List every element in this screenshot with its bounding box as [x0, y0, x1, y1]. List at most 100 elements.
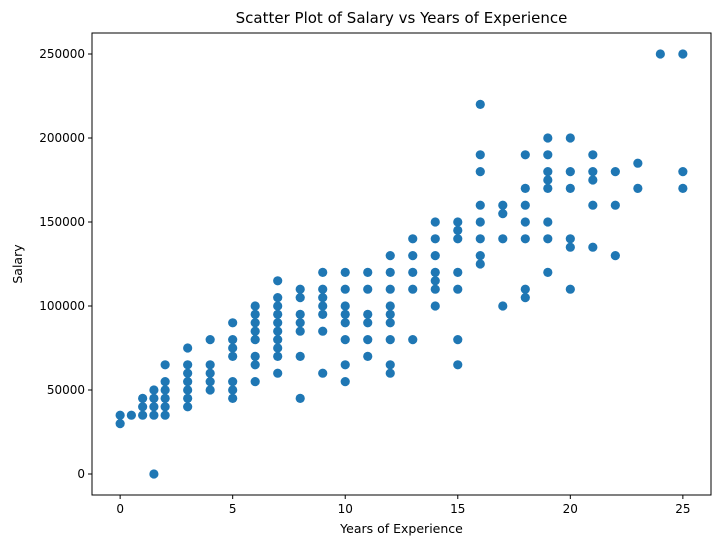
data-point — [228, 385, 238, 395]
data-point — [273, 318, 283, 328]
y-tick-label: 200000 — [39, 131, 85, 145]
data-point — [363, 309, 373, 319]
data-point — [273, 326, 283, 336]
chart-title: Scatter Plot of Salary vs Years of Exper… — [236, 9, 568, 27]
data-point — [318, 368, 328, 378]
data-point — [408, 267, 418, 277]
data-point — [228, 343, 238, 353]
data-point — [273, 368, 283, 378]
data-point — [160, 410, 170, 420]
x-tick-label: 10 — [338, 502, 353, 516]
data-point — [340, 284, 350, 294]
data-point — [565, 167, 575, 177]
data-point — [318, 293, 328, 303]
data-point — [408, 335, 418, 345]
data-point — [340, 318, 350, 328]
data-point — [678, 167, 688, 177]
data-point — [363, 267, 373, 277]
data-point — [363, 284, 373, 294]
data-point — [475, 150, 485, 160]
data-point — [340, 377, 350, 387]
data-point — [250, 318, 260, 328]
data-point — [678, 49, 688, 59]
data-point — [453, 225, 463, 235]
data-point — [385, 284, 395, 294]
data-point — [520, 200, 530, 210]
data-point — [160, 393, 170, 403]
y-axis-label: Salary — [10, 244, 25, 284]
data-point — [183, 393, 193, 403]
data-point — [295, 284, 305, 294]
data-point — [183, 402, 193, 412]
data-point — [453, 360, 463, 370]
data-point — [565, 234, 575, 244]
data-point — [228, 393, 238, 403]
data-point — [205, 360, 215, 370]
data-point — [543, 150, 553, 160]
data-point — [543, 175, 553, 185]
data-point — [565, 284, 575, 294]
data-point — [385, 251, 395, 261]
data-point — [453, 234, 463, 244]
data-point — [295, 393, 305, 403]
x-axis-ticks: 0 5 10 15 20 25 — [116, 495, 691, 516]
data-point — [453, 267, 463, 277]
data-point — [318, 301, 328, 311]
data-point — [228, 351, 238, 361]
data-point — [340, 267, 350, 277]
data-point — [250, 301, 260, 311]
data-point — [273, 301, 283, 311]
data-point — [183, 343, 193, 353]
data-point — [273, 335, 283, 345]
data-point — [408, 251, 418, 261]
data-point — [633, 183, 643, 193]
y-tick-label: 250000 — [39, 47, 85, 61]
data-point — [543, 167, 553, 177]
data-point — [385, 368, 395, 378]
data-point — [475, 217, 485, 227]
data-point — [295, 318, 305, 328]
data-point — [138, 393, 148, 403]
x-tick-label: 25 — [675, 502, 690, 516]
data-point — [520, 150, 530, 160]
data-point — [588, 167, 598, 177]
data-point — [588, 242, 598, 252]
plot-frame — [91, 32, 712, 496]
data-point — [588, 200, 598, 210]
data-point — [520, 234, 530, 244]
data-point — [520, 183, 530, 193]
data-point — [453, 284, 463, 294]
data-point — [160, 402, 170, 412]
data-point — [340, 309, 350, 319]
data-point — [295, 309, 305, 319]
data-point — [295, 293, 305, 303]
data-point — [183, 377, 193, 387]
data-point — [149, 393, 159, 403]
data-point — [520, 293, 530, 303]
x-tick-label: 20 — [563, 502, 578, 516]
data-point — [273, 343, 283, 353]
data-point — [543, 267, 553, 277]
data-point — [273, 293, 283, 303]
data-point — [149, 469, 159, 479]
data-point — [250, 360, 260, 370]
data-point — [498, 200, 508, 210]
data-point — [430, 301, 440, 311]
data-point — [183, 360, 193, 370]
data-point — [205, 385, 215, 395]
data-point — [475, 200, 485, 210]
data-point — [318, 284, 328, 294]
data-point — [543, 183, 553, 193]
data-point — [340, 335, 350, 345]
data-point — [273, 276, 283, 286]
data-point — [340, 301, 350, 311]
data-point — [520, 284, 530, 294]
data-point — [318, 267, 328, 277]
data-point — [453, 335, 463, 345]
data-point — [250, 377, 260, 387]
data-point — [295, 326, 305, 336]
data-point — [385, 267, 395, 277]
data-point — [633, 158, 643, 168]
data-point — [126, 410, 136, 420]
